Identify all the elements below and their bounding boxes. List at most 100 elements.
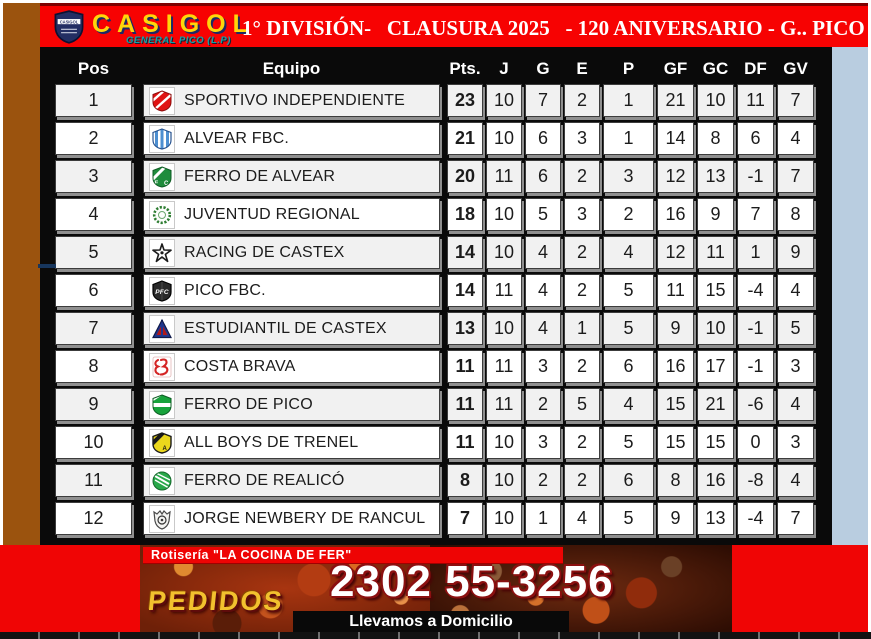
gv-cell: 4	[777, 388, 814, 421]
pos-cell: 5	[55, 236, 132, 269]
gc-cell: 15	[697, 426, 734, 459]
gv-cell: 4	[777, 122, 814, 155]
business-name: Rotisería "LA COCINA DE FER"	[151, 548, 352, 562]
pos-cell: 12	[55, 502, 132, 535]
team-name: FERRO DE PICO	[184, 395, 313, 413]
gc-cell: 10	[697, 84, 734, 117]
pos-cell: 7	[55, 312, 132, 345]
pts-cell: 11	[447, 350, 483, 383]
column-header-equipo: Equipo	[262, 58, 321, 78]
j-cell: 10	[486, 426, 522, 459]
gc-cell: 15	[697, 274, 734, 307]
alvear-fbc-crest-icon	[149, 124, 175, 153]
svg-text:A: A	[163, 446, 168, 452]
team-cell: RACING DE CASTEX	[143, 236, 440, 269]
team-name: JORGE NEWBERY DE RANCUL	[184, 509, 426, 527]
g-cell: 2	[525, 388, 561, 421]
gc-cell: 17	[697, 350, 734, 383]
j-cell: 11	[486, 160, 522, 193]
p-cell: 1	[603, 84, 654, 117]
p-cell: 6	[603, 350, 654, 383]
column-header-g: G	[536, 58, 550, 78]
pos-cell: 8	[55, 350, 132, 383]
top-banner: CASIGOL CASIGOL GENERAL PICO (L.P) 1° DI…	[40, 3, 868, 47]
df-cell: 1	[737, 236, 774, 269]
table-row: 3 F C FERRO DE ALVEAR 20 11 6 2 3 12 13 -1 7	[55, 160, 832, 193]
left-margin-strip	[3, 3, 40, 545]
column-header-gf: GF	[663, 58, 688, 78]
team-name: ALL BOYS DE TRENEL	[184, 433, 359, 451]
df-cell: -8	[737, 464, 774, 497]
pts-cell: 7	[447, 502, 483, 535]
team-name: COSTA BRAVA	[184, 357, 296, 375]
g-cell: 4	[525, 236, 561, 269]
selection-mark	[38, 264, 56, 268]
g-cell: 5	[525, 198, 561, 231]
phone-number: 2302 55-3256	[330, 557, 614, 606]
costa-brava-crest-icon	[149, 352, 175, 381]
df-cell: 6	[737, 122, 774, 155]
svg-text:PFC: PFC	[155, 289, 169, 296]
pos-cell: 6	[55, 274, 132, 307]
table-row: 5 RACING DE CASTEX 14 10 4 2 4 12 11 1 9	[55, 236, 832, 269]
e-cell: 2	[564, 350, 600, 383]
j-cell: 11	[486, 388, 522, 421]
team-name: FERRO DE ALVEAR	[184, 167, 336, 185]
gc-cell: 11	[697, 236, 734, 269]
gf-cell: 8	[657, 464, 694, 497]
gv-cell: 7	[777, 84, 814, 117]
column-header-gv: GV	[783, 58, 808, 78]
df-cell: -1	[737, 312, 774, 345]
g-cell: 2	[525, 464, 561, 497]
e-cell: 2	[564, 160, 600, 193]
g-cell: 6	[525, 122, 561, 155]
team-cell: ALVEAR FBC.	[143, 122, 440, 155]
column-header-df: DF	[744, 58, 767, 78]
e-cell: 2	[564, 236, 600, 269]
svg-text:CASIGOL: CASIGOL	[60, 19, 79, 24]
gv-cell: 7	[777, 160, 814, 193]
p-cell: 6	[603, 464, 654, 497]
p-cell: 3	[603, 160, 654, 193]
gv-cell: 8	[777, 198, 814, 231]
team-cell: FERRO DE PICO	[143, 388, 440, 421]
column-header-gc: GC	[702, 58, 729, 78]
team-name: ALVEAR FBC.	[184, 129, 290, 147]
j-cell: 10	[486, 84, 522, 117]
team-cell: JORGE NEWBERY DE RANCUL	[143, 502, 440, 535]
gv-cell: 3	[777, 350, 814, 383]
table-row: 1 SPORTIVO INDEPENDIENTE 23 10 7 2 1 21 10 11 7	[55, 84, 832, 117]
svg-text:F: F	[155, 181, 159, 187]
g-cell: 1	[525, 502, 561, 535]
j-cell: 11	[486, 350, 522, 383]
gc-cell: 16	[697, 464, 734, 497]
pts-cell: 21	[447, 122, 483, 155]
column-header-e: E	[576, 58, 588, 78]
pos-cell: 1	[55, 84, 132, 117]
table-row: 8 COSTA BRAVA 11 11 3 2 6 16 17 -1 3	[55, 350, 832, 383]
e-cell: 2	[564, 274, 600, 307]
logo-subtitle: GENERAL PICO (L.P)	[126, 35, 231, 46]
team-cell: PFC PICO FBC.	[143, 274, 440, 307]
table-row: 2 ALVEAR FBC. 21 10 6 3 1 14 8 6 4	[55, 122, 832, 155]
table-row: 11 FERRO DE REALICÓ 8 10 2 2 6 8 16 -8 4	[55, 464, 832, 497]
gc-cell: 9	[697, 198, 734, 231]
team-name: FERRO DE REALICÓ	[184, 471, 345, 489]
e-cell: 2	[564, 84, 600, 117]
gv-cell: 9	[777, 236, 814, 269]
df-cell: -1	[737, 350, 774, 383]
gf-cell: 21	[657, 84, 694, 117]
pts-cell: 8	[447, 464, 483, 497]
g-cell: 3	[525, 350, 561, 383]
team-cell: A ALL BOYS DE TRENEL	[143, 426, 440, 459]
e-cell: 3	[564, 198, 600, 231]
pos-cell: 9	[55, 388, 132, 421]
spreadsheet-grid-sliver	[0, 632, 871, 639]
team-cell: F C FERRO DE ALVEAR	[143, 160, 440, 193]
page-title: 1° DIVISIÓN- CLAUSURA 2025 - 120 ANIVERS…	[242, 16, 865, 40]
df-cell: -6	[737, 388, 774, 421]
table-row: 6 PFC PICO FBC. 14 11 4 2 5 11 15 -4 4	[55, 274, 832, 307]
pts-cell: 20	[447, 160, 483, 193]
team-name: SPORTIVO INDEPENDIENTE	[184, 91, 406, 109]
